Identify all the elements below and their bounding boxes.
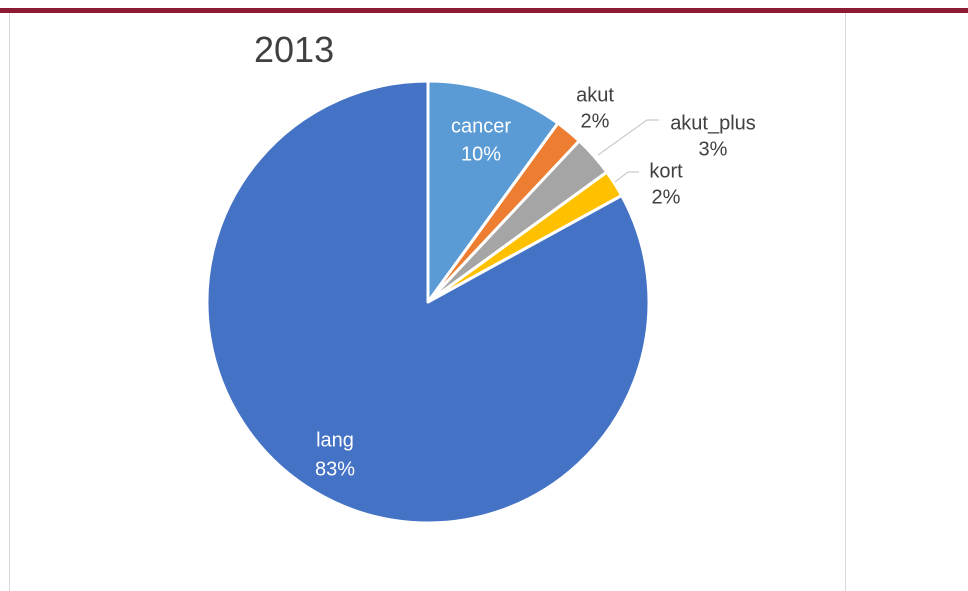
leader-line-akut-plus xyxy=(597,119,659,156)
slice-value-label-akut-plus: 3% xyxy=(699,138,728,160)
slice-name-label-akut: akut xyxy=(576,84,614,106)
slice-name-label-kort: kort xyxy=(649,160,683,182)
slice-name-label-lang: lang xyxy=(316,429,354,451)
slice-value-label-akut: 2% xyxy=(581,110,610,132)
slice-name-label-akut-plus: akut_plus xyxy=(670,112,756,134)
top-accent-bar xyxy=(0,8,968,13)
slice-value-label-cancer: 10% xyxy=(461,143,501,165)
slice-value-label-lang: 83% xyxy=(315,458,355,480)
chart-title: 2013 xyxy=(254,29,335,70)
slice-name-label-cancer: cancer xyxy=(451,115,511,137)
slice-value-label-kort: 2% xyxy=(652,186,681,208)
pie-slice-cancer xyxy=(426,79,560,304)
pie-slice-lang xyxy=(205,79,651,525)
leader-line-kort xyxy=(614,171,639,183)
